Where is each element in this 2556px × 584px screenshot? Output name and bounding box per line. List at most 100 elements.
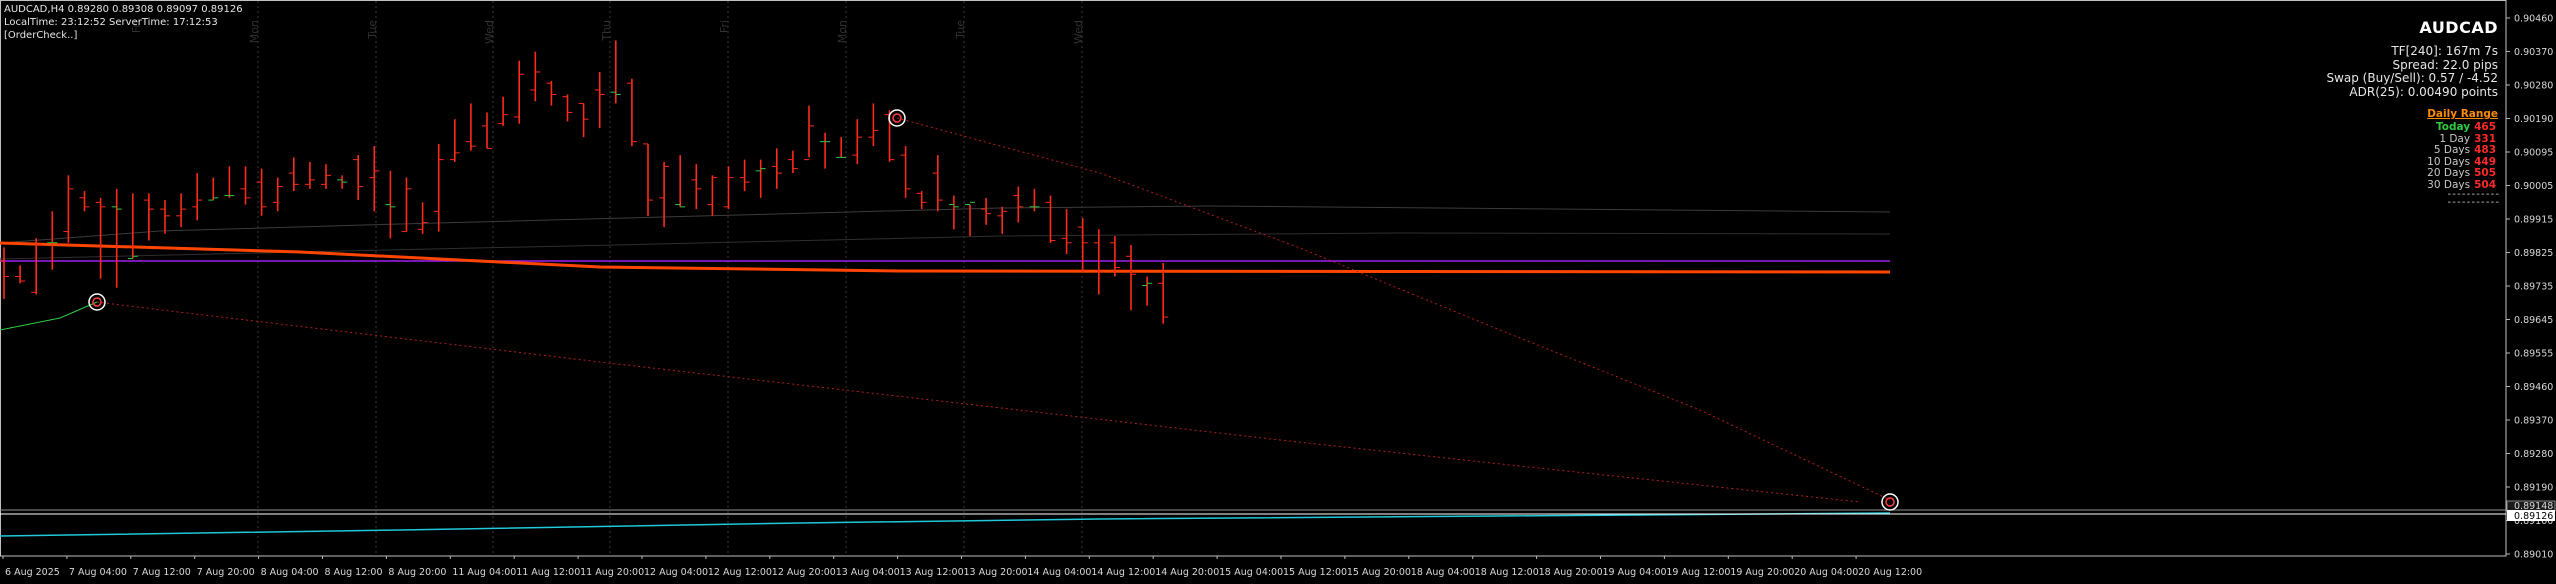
range-label: 1 Day — [2439, 132, 2471, 145]
swing-point-marker — [88, 293, 106, 311]
candle — [804, 105, 814, 161]
price-label: 0.89190 — [2514, 483, 2553, 494]
ma-slow-dark — [0, 232, 1891, 260]
time-label: 19 Aug 04:00 — [1603, 567, 1667, 578]
candle — [723, 166, 734, 210]
chart-grid — [0, 0, 2507, 557]
candle — [610, 40, 621, 104]
candle — [1077, 218, 1088, 273]
time-label: 11 Aug 04:00 — [452, 567, 516, 578]
range-value: 331 — [2474, 132, 2496, 145]
range-label: 5 Days — [2433, 144, 2471, 156]
candle — [256, 168, 267, 216]
candle — [1109, 236, 1120, 277]
ma-orange-line — [0, 241, 1891, 274]
candle — [691, 164, 702, 210]
range-row: 10 Days 449 — [2425, 155, 2498, 169]
candle — [659, 161, 670, 228]
range-label: 10 Days — [2427, 155, 2471, 168]
candle — [449, 119, 460, 162]
range-value: 505 — [2474, 167, 2496, 179]
price-label: 0.89645 — [2514, 315, 2553, 326]
time-label: 13 Aug 20:00 — [964, 567, 1028, 578]
candle — [1093, 229, 1104, 295]
candle — [353, 155, 364, 201]
candle — [482, 112, 492, 149]
candle — [771, 148, 782, 189]
daily-range-table: Today 465 1 Day 331 5 Days 483 10 Days 449 2… — [2425, 121, 2498, 191]
adr-readout: ADR(25): 0.00490 points — [2349, 84, 2498, 99]
markers — [88, 109, 1899, 511]
day-of-week-labels: Fri Mon Tue Wed Thu Fri Mon Tue Wed — [130, 20, 1085, 44]
price-label: 0.90370 — [2514, 47, 2553, 58]
time-label: 18 Aug 20:00 — [1539, 567, 1603, 578]
time-label: 15 Aug 04:00 — [1219, 567, 1283, 578]
candle — [1126, 245, 1136, 311]
candle — [868, 103, 879, 147]
candle — [1061, 209, 1072, 255]
price-label: 0.89735 — [2514, 282, 2553, 293]
candle — [192, 173, 203, 221]
candle — [675, 155, 686, 208]
range-value: 504 — [2474, 178, 2496, 191]
candle — [916, 191, 927, 210]
chart-info: AUDCAD,H4 0.89280 0.89308 0.89097 0.8912… — [4, 3, 243, 42]
time-label: 12 Aug 04:00 — [644, 567, 708, 578]
candle — [111, 188, 122, 288]
candle — [1142, 276, 1153, 306]
current-price-label: 0.89126 — [2514, 511, 2553, 522]
time-label: 8 Aug 04:00 — [261, 567, 319, 578]
time-label: 6 Aug 2025 — [5, 567, 60, 578]
candle — [321, 164, 331, 189]
day-of-week-label: Mon — [836, 20, 849, 43]
range-value: 449 — [2474, 155, 2496, 168]
time-label: 14 Aug 20:00 — [1155, 567, 1219, 578]
candle — [47, 211, 58, 270]
candle — [1013, 186, 1024, 223]
range-row: 20 Days 505 — [2425, 167, 2498, 180]
candle — [820, 132, 831, 169]
timeframe-countdown: TF[240]: 167m 7s — [2391, 44, 2498, 58]
time-label: 8 Aug 20:00 — [388, 567, 446, 578]
candle — [997, 206, 1008, 234]
candle — [1158, 263, 1169, 324]
candle — [224, 166, 235, 198]
swing-point-dot — [92, 297, 102, 307]
candle — [965, 201, 975, 237]
price-label: 0.89100 — [2514, 516, 2553, 527]
candle — [562, 94, 573, 122]
range-label: 30 Days — [2427, 178, 2471, 191]
day-of-week-label: Tue — [954, 20, 967, 40]
time-label: 13 Aug 12:00 — [900, 567, 964, 578]
candle — [272, 177, 283, 212]
day-of-week-label: Wed — [483, 20, 496, 44]
day-of-week-label: Fri — [718, 20, 731, 33]
time-label: 19 Aug 20:00 — [1730, 567, 1794, 578]
candle — [739, 159, 750, 192]
time-label: 12 Aug 20:00 — [772, 567, 836, 578]
time-label: 7 Aug 12:00 — [133, 567, 191, 578]
ma-cyan-line — [0, 512, 1891, 537]
symbol-name: AUDCAD — [2419, 18, 2498, 37]
time-label: 20 Aug 04:00 — [1794, 567, 1858, 578]
candle — [15, 265, 26, 284]
candle — [530, 51, 541, 102]
candle — [626, 78, 637, 147]
range-row: Today 465 — [2425, 121, 2498, 134]
price-axis: 0.90460 0.90370 0.90280 0.90190 0.90095 0.900… — [2506, 14, 2556, 561]
time-label: 7 Aug 20:00 — [197, 567, 255, 578]
range-label: Today — [2435, 121, 2471, 133]
candle — [643, 143, 653, 216]
price-label: 0.89370 — [2514, 416, 2553, 427]
daily-range-header: Daily Range — [2427, 108, 2498, 120]
candle — [707, 175, 718, 216]
candle — [337, 175, 348, 189]
candle — [143, 193, 154, 241]
candle — [836, 137, 847, 158]
candle — [127, 193, 138, 260]
time-label: 14 Aug 12:00 — [1091, 567, 1155, 578]
price-label: 0.89280 — [2514, 449, 2553, 460]
candle — [304, 161, 315, 189]
time-label: 11 Aug 20:00 — [580, 567, 644, 578]
